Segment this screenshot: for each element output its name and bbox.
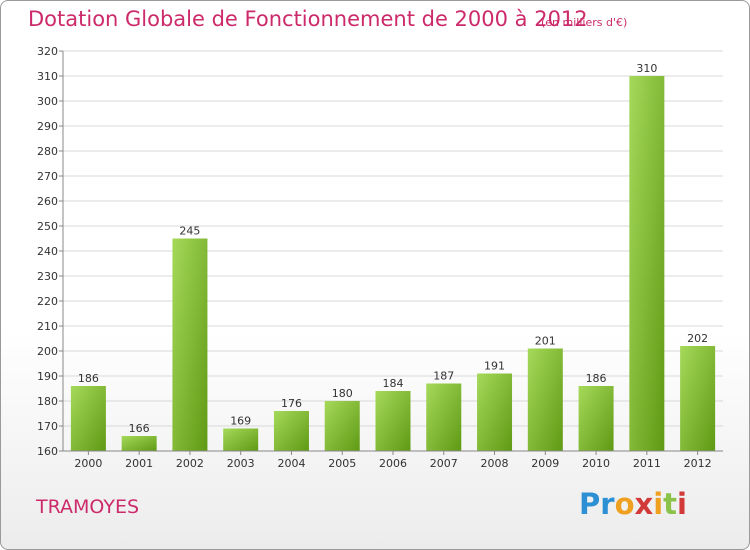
x-tick-label: 2010 (582, 457, 610, 470)
data-label: 184 (383, 377, 404, 390)
data-label: 180 (332, 387, 353, 400)
bar (578, 386, 614, 451)
bar (70, 386, 106, 451)
x-tick-label: 2006 (379, 457, 407, 470)
x-tick-label: 2005 (328, 457, 356, 470)
data-label: 201 (535, 335, 556, 348)
proxiti-logo: Proxiti (579, 487, 687, 521)
data-label: 245 (179, 225, 200, 238)
x-tick-label: 2002 (176, 457, 204, 470)
data-label: 186 (586, 372, 607, 385)
x-tick-label: 2004 (277, 457, 305, 470)
chart-title: Dotation Globale de Fonctionnement de 20… (28, 7, 588, 31)
bar (629, 76, 665, 451)
y-tick-label: 160 (37, 445, 58, 458)
y-tick-label: 200 (37, 345, 58, 358)
data-label: 191 (484, 360, 505, 373)
y-tick-label: 240 (37, 245, 58, 258)
x-tick-label: 2011 (633, 457, 661, 470)
y-tick-label: 290 (37, 120, 58, 133)
y-tick-label: 180 (37, 395, 58, 408)
x-tick-label: 2009 (531, 457, 559, 470)
x-tick-label: 2012 (684, 457, 712, 470)
bar (273, 411, 309, 451)
data-label: 186 (78, 372, 99, 385)
y-tick-label: 320 (37, 45, 58, 58)
bar (375, 391, 411, 451)
bar (324, 401, 360, 451)
x-tick-label: 2007 (430, 457, 458, 470)
chart-subtitle: (en milliers d'€) (541, 16, 628, 29)
y-tick-label: 170 (37, 420, 58, 433)
x-tick-label: 2003 (227, 457, 255, 470)
data-label: 187 (433, 370, 454, 383)
data-label: 202 (687, 332, 708, 345)
x-tick-label: 2000 (74, 457, 102, 470)
y-tick-label: 270 (37, 170, 58, 183)
bar (121, 436, 157, 451)
y-tick-label: 220 (37, 295, 58, 308)
data-label: 166 (129, 422, 150, 435)
y-tick-label: 230 (37, 270, 58, 283)
bar (223, 428, 259, 451)
bar (527, 348, 563, 451)
bar (426, 383, 462, 451)
x-tick-label: 2001 (125, 457, 153, 470)
y-tick-label: 260 (37, 195, 58, 208)
y-tick-label: 210 (37, 320, 58, 333)
y-tick-label: 250 (37, 220, 58, 233)
bar (680, 346, 716, 451)
data-label: 169 (230, 415, 251, 428)
y-tick-label: 280 (37, 145, 58, 158)
data-label: 310 (636, 62, 657, 75)
commune-name: TRAMOYES (36, 496, 140, 518)
y-tick-label: 190 (37, 370, 58, 383)
y-tick-label: 300 (37, 95, 58, 108)
data-label: 176 (281, 397, 302, 410)
bar (477, 373, 513, 451)
y-tick-label: 310 (37, 70, 58, 83)
x-tick-label: 2008 (481, 457, 509, 470)
bar (172, 238, 208, 451)
